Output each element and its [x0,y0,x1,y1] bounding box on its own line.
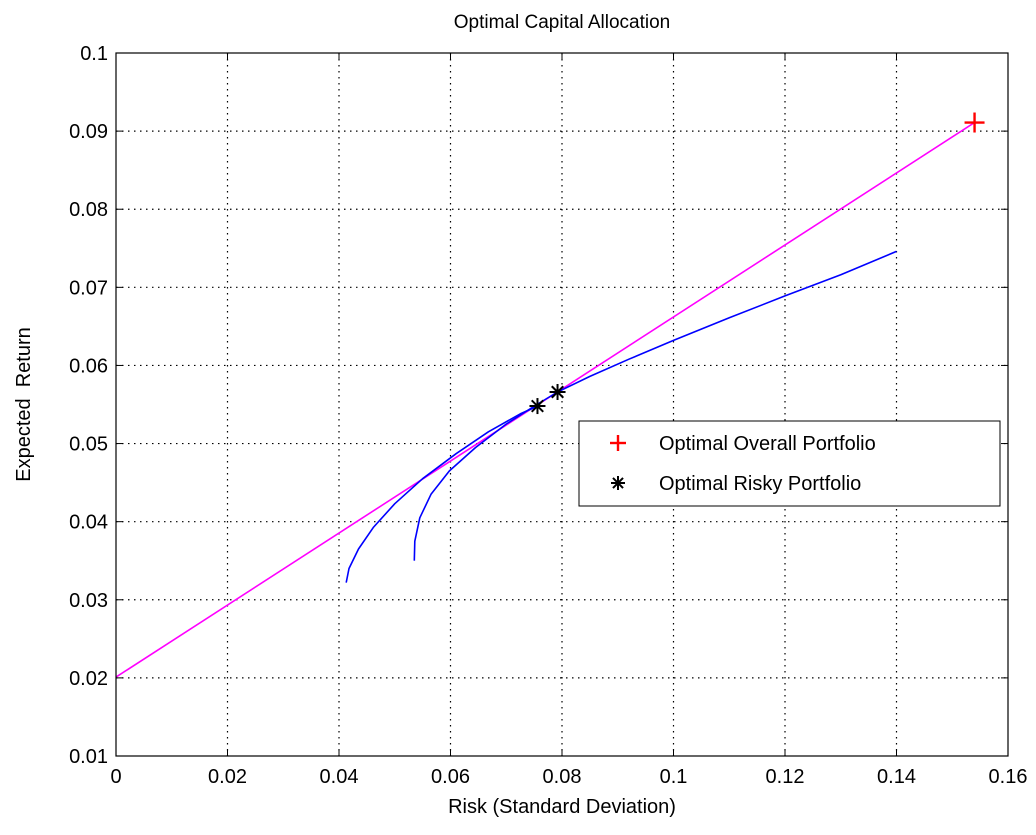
legend-label-risky: Optimal Risky Portfolio [659,473,861,495]
star-marker-d2 [531,399,544,413]
y-tick-label: 0.06 [69,355,108,377]
legend-label-overall: Optimal Overall Portfolio [659,433,876,455]
marker-layer [529,112,985,415]
grid-layer [116,53,1008,756]
x-tick-label: 0.02 [208,766,247,788]
x-axis-title: Risk (Standard Deviation) [448,796,676,818]
optimal-risky-portfolio-point [549,384,566,401]
tick-layer: 0 0.02 0.04 0.06 0.08 0.1 0.12 0.14 0.16 0.01 0.02… [69,43,1027,788]
star-marker-d2 [612,477,624,489]
y-tick-label: 0.04 [69,512,108,534]
y-tick-label: 0.07 [69,277,108,299]
y-tick-label: 0.1 [80,43,108,65]
x-tick-label: 0.08 [543,766,582,788]
efficient-frontier-2-line [413,250,897,561]
y-tick-label: 0.03 [69,590,108,612]
legend-symbol-risky-star [611,476,625,490]
optimal-risky-portfolio-point [529,398,546,415]
plot-area-frame [115,52,1009,757]
x-tick-label: 0 [110,766,121,788]
chart-title: Optimal Capital Allocation [454,12,671,33]
legend-box [578,420,1001,507]
star-marker-d2 [551,385,565,399]
efficient-frontier-1-line [345,405,538,583]
x-tick-label: 0.1 [660,766,688,788]
x-tick-label: 0.04 [320,766,359,788]
y-tick-label: 0.08 [69,199,108,221]
y-axis-title: Expected Return [13,327,35,482]
legend: Optimal Overall Portfolio Optimal Risky … [578,420,1001,507]
legend-symbol-overall-plus [610,435,626,451]
x-tick-label: 0.16 [989,766,1028,788]
y-tick-label: 0.05 [69,434,108,456]
series-layer [115,121,976,678]
x-tick-label: 0.06 [431,766,470,788]
optimal-overall-portfolio-point [964,112,985,133]
x-tick-label: 0.12 [766,766,805,788]
y-tick-label: 0.01 [69,746,108,768]
y-tick-label: 0.02 [69,668,108,690]
y-tick-label: 0.09 [69,121,108,143]
x-tick-label: 0.14 [877,766,916,788]
